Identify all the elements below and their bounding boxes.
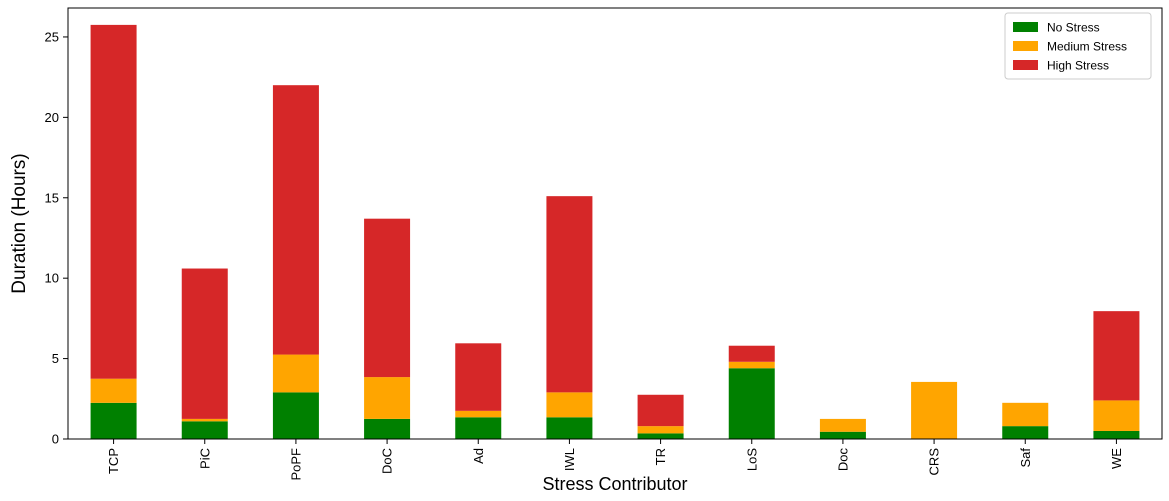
x-axis-title: Stress Contributor xyxy=(542,474,687,494)
bar-segment-doc-no-stress xyxy=(819,431,866,439)
bar-segment-tr-medium-stress xyxy=(637,426,684,434)
y-tick-label: 20 xyxy=(45,110,59,125)
bar-segment-we-medium-stress xyxy=(1093,400,1140,431)
legend-label-no-stress: No Stress xyxy=(1047,21,1100,35)
bar-segment-los-high-stress xyxy=(728,345,775,362)
x-tick-label-tcp: TCP xyxy=(106,448,121,474)
x-tick-label-saf: Saf xyxy=(1018,448,1033,468)
x-tick-label-we: WE xyxy=(1109,448,1124,469)
bar-segment-tcp-no-stress xyxy=(90,402,137,439)
y-tick-label: 0 xyxy=(52,432,59,447)
bar-segment-tcp-medium-stress xyxy=(90,378,137,403)
bar-segment-tr-no-stress xyxy=(637,433,684,439)
bar-segment-crs-medium-stress xyxy=(911,381,958,439)
bar-segment-iwl-no-stress xyxy=(546,417,593,439)
bar-segment-ad-medium-stress xyxy=(455,410,502,418)
bars-layer xyxy=(90,24,1140,439)
x-tick-label-crs: CRS xyxy=(927,448,942,476)
bar-segment-los-medium-stress xyxy=(728,361,775,369)
x-tick-label-pic: PiC xyxy=(197,448,212,469)
y-tick-label: 10 xyxy=(45,271,59,286)
x-tick-label-tr: TR xyxy=(653,448,668,465)
bar-segment-pic-high-stress xyxy=(181,268,228,419)
bar-segment-popf-no-stress xyxy=(272,392,319,439)
bar-segment-popf-high-stress xyxy=(272,85,319,355)
axes-layer: 0 5 10 15 20 25 TCP PiC PoPF DoC Ad IWL TR LoS Doc CRS S… xyxy=(45,7,1163,481)
legend: No Stress Medium Stress High Stress xyxy=(1004,12,1152,80)
legend-label-medium-stress: Medium Stress xyxy=(1047,40,1127,54)
x-tick-label-doc: DoC xyxy=(380,448,395,474)
bar-segment-doc-high-stress xyxy=(364,218,411,378)
y-axis-title: Duration (Hours) xyxy=(9,153,30,293)
x-tick-label-los: LoS xyxy=(744,448,759,471)
x-tick-label-ad: Ad xyxy=(471,448,486,464)
bar-segment-iwl-high-stress xyxy=(546,196,593,393)
plot-frame xyxy=(67,7,1163,440)
legend-box xyxy=(1004,12,1152,80)
y-tick-label: 25 xyxy=(45,29,59,44)
bar-segment-we-high-stress xyxy=(1093,311,1140,401)
bar-segment-we-no-stress xyxy=(1093,430,1140,439)
bar-segment-iwl-medium-stress xyxy=(546,392,593,418)
bar-segment-tcp-high-stress xyxy=(90,24,137,379)
y-tick-label: 15 xyxy=(45,190,59,205)
bar-segment-saf-no-stress xyxy=(1002,426,1049,439)
bar-segment-doc-medium-stress xyxy=(364,377,411,419)
x-tick-label-popf: PoPF xyxy=(288,448,303,481)
bar-segment-doc-medium-stress xyxy=(819,418,866,432)
y-tick-label: 5 xyxy=(52,351,59,366)
legend-swatch-high-stress xyxy=(1013,60,1038,70)
bar-segment-tr-high-stress xyxy=(637,394,684,427)
x-tick-label-iwl: IWL xyxy=(562,448,577,471)
x-tick-label-doc: Doc xyxy=(835,448,850,472)
bar-segment-ad-high-stress xyxy=(455,343,502,411)
bar-segment-popf-medium-stress xyxy=(272,354,319,393)
legend-swatch-medium-stress xyxy=(1013,41,1038,51)
bar-segment-doc-no-stress xyxy=(364,418,411,439)
bar-segment-pic-no-stress xyxy=(181,421,228,439)
bar-segment-ad-no-stress xyxy=(455,417,502,439)
bar-segment-saf-medium-stress xyxy=(1002,402,1049,427)
legend-swatch-no-stress xyxy=(1013,22,1038,32)
bar-segment-pic-medium-stress xyxy=(181,418,228,422)
legend-label-high-stress: High Stress xyxy=(1047,59,1109,73)
bar-segment-los-no-stress xyxy=(728,368,775,439)
